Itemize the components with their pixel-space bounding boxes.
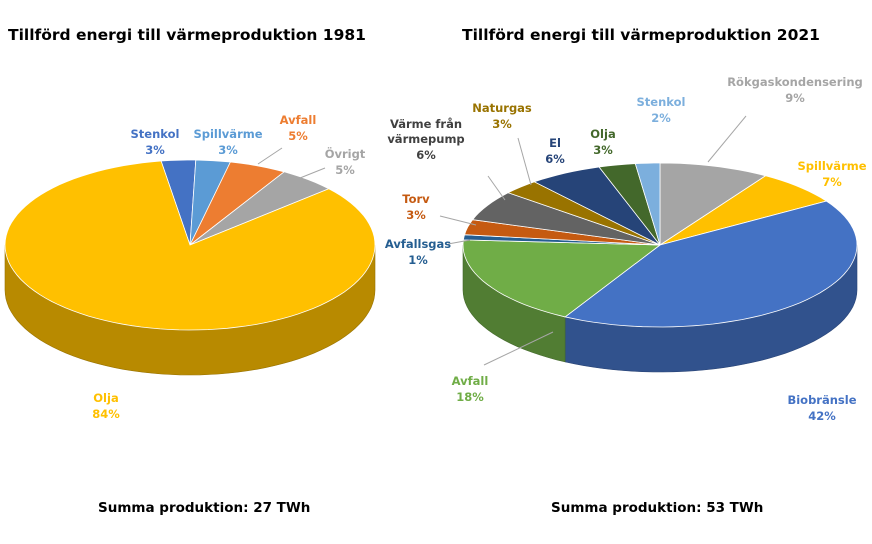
slice-label-spillvärme: Spillvärme 7% <box>797 159 866 189</box>
slice-label-olja: Olja 3% <box>590 127 615 157</box>
total-production-2021: Summa produktion: 53 TWh <box>551 500 764 516</box>
slice-label-rökgaskondensering: Rökgaskondensering 9% <box>727 75 863 105</box>
slice-label-värme-från-värmepump: Värme från värmepump 6% <box>387 117 464 162</box>
pie-top-faces <box>462 162 858 328</box>
leader-line-avfallsgas <box>447 239 471 245</box>
leader-line-naturgas <box>517 137 532 186</box>
slice-label-spillvärme: Spillvärme 3% <box>193 127 262 157</box>
total-production-1981: Summa produktion: 27 TWh <box>98 500 311 516</box>
leader-line-avfall <box>257 147 283 165</box>
leader-line-avfall <box>483 331 554 366</box>
pie-slice-olja <box>4 160 376 331</box>
leader-line-torv <box>439 215 477 226</box>
pie-chart-1: Rökgaskondensering 9% Spillvärme 7% Biobräns… <box>385 75 867 423</box>
slice-label-avfall: Avfall 5% <box>280 113 317 143</box>
slice-label-naturgas: Naturgas 3% <box>472 101 532 131</box>
leader-line-rökgaskondensering <box>707 115 747 163</box>
pie-top-faces <box>4 159 376 331</box>
slice-label-övrigt: Övrigt 5% <box>325 146 366 177</box>
slice-label-avfallsgas: Avfallsgas 1% <box>385 237 451 267</box>
slice-label-el: El 6% <box>545 136 565 166</box>
slice-label-olja: Olja 84% <box>92 391 120 421</box>
pie-slice-biobränsle <box>564 200 858 328</box>
leader-line-övrigt <box>299 167 326 179</box>
slice-label-avfall: Avfall 18% <box>452 374 489 404</box>
pie-slice-spillvärme <box>659 175 828 246</box>
slice-label-stenkol: Stenkol 2% <box>637 95 686 125</box>
pie-slice-rökgaskondensering <box>659 162 767 246</box>
pie-chart-0: Stenkol 3% Spillvärme 3% Avfall 5% Övrigt 5% Olj… <box>4 113 376 421</box>
chart-title-1981: Tillförd energi till värmeproduktion 198… <box>8 26 366 44</box>
pie-slice-el <box>533 166 661 246</box>
chart-title-2021: Tillförd energi till värmeproduktion 202… <box>462 26 820 44</box>
pie-slice-övrigt <box>189 171 330 246</box>
leader-line-värme-från-värmepump <box>487 175 506 201</box>
slice-label-stenkol: Stenkol 3% <box>131 127 180 157</box>
pie-slice-avfall <box>462 239 662 318</box>
pie-slice-avfall <box>189 161 286 246</box>
pie-slice-värme-från-värmepump <box>471 192 661 246</box>
slice-label-biobränsle: Biobränsle 42% <box>787 393 856 423</box>
pie-slice-stenkol <box>634 162 661 246</box>
slice-label-torv: Torv 3% <box>402 192 430 222</box>
